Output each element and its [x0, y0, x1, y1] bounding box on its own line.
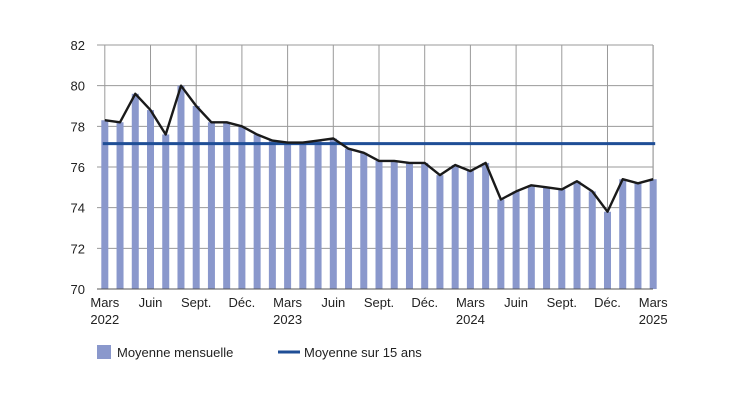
- bar: [268, 140, 276, 289]
- bar: [375, 160, 383, 289]
- bar: [101, 120, 109, 289]
- x-tick-label: Mars: [273, 295, 302, 310]
- bar: [436, 175, 444, 289]
- bar: [345, 148, 353, 289]
- x-tick-label: Déc.: [411, 295, 438, 310]
- x-tick-label: Juin: [504, 295, 528, 310]
- bar: [512, 191, 520, 289]
- bar: [253, 134, 261, 289]
- bar: [573, 181, 581, 289]
- x-tick-label: Mars: [456, 295, 485, 310]
- bar: [527, 185, 535, 289]
- legend-label-monthly: Moyenne mensuelle: [117, 345, 233, 360]
- axes: 70 72 74 76 78 80 82 Mars 2022 Juin Sept. Déc. Mars 2…: [71, 38, 669, 327]
- y-tick-label: 70: [71, 282, 85, 297]
- x-tick-label: Déc.: [594, 295, 621, 310]
- bar: [284, 142, 292, 289]
- monthly-line: [104, 84, 654, 213]
- y-tick-label: 72: [71, 241, 85, 256]
- y-tick-label: 74: [71, 201, 85, 216]
- x-tick-label: Mars: [90, 295, 119, 310]
- bar: [314, 140, 322, 289]
- bar: [329, 138, 337, 289]
- x-tick-label: 2025: [639, 312, 668, 327]
- x-tick-label: Sept.: [364, 295, 394, 310]
- bar: [588, 191, 596, 289]
- x-tick-label: Sept.: [181, 295, 211, 310]
- y-tick-label: 76: [71, 160, 85, 175]
- bar: [299, 142, 307, 289]
- bar: [619, 179, 627, 289]
- y-tick-label: 78: [71, 119, 85, 134]
- legend-swatch-bar: [97, 345, 111, 359]
- y-tick-label: 82: [71, 38, 85, 53]
- x-tick-label: 2022: [90, 312, 119, 327]
- bar: [116, 122, 124, 290]
- x-tick-label: Mars: [639, 295, 668, 310]
- bar: [238, 126, 246, 289]
- bar: [558, 189, 566, 289]
- x-tick-label: Déc.: [229, 295, 256, 310]
- bar: [543, 187, 551, 289]
- bar: [466, 171, 474, 289]
- bar: [162, 134, 170, 289]
- bar: [421, 162, 429, 289]
- bar: [131, 93, 139, 289]
- bar: [634, 183, 642, 289]
- bar: [603, 211, 611, 289]
- legend: Moyenne mensuelle Moyenne sur 15 ans: [97, 345, 422, 360]
- bar: [360, 152, 368, 289]
- bar: [207, 122, 215, 290]
- bar: [192, 106, 200, 289]
- bar: [223, 122, 231, 290]
- x-tick-label: 2023: [273, 312, 302, 327]
- bar: [497, 199, 505, 289]
- bar: [482, 162, 490, 289]
- bar: [405, 162, 413, 289]
- bar: [649, 179, 657, 289]
- y-tick-label: 80: [71, 79, 85, 94]
- bar: [177, 85, 185, 290]
- bar: [390, 160, 398, 289]
- x-tick-label: Sept.: [547, 295, 577, 310]
- bar: [451, 164, 459, 289]
- bars: [101, 85, 657, 290]
- x-tick-label: Juin: [321, 295, 345, 310]
- bar: [147, 110, 155, 289]
- legend-label-15yr: Moyenne sur 15 ans: [304, 345, 422, 360]
- x-tick-label: 2024: [456, 312, 485, 327]
- x-tick-label: Juin: [139, 295, 163, 310]
- monthly-line-layer: [104, 84, 654, 213]
